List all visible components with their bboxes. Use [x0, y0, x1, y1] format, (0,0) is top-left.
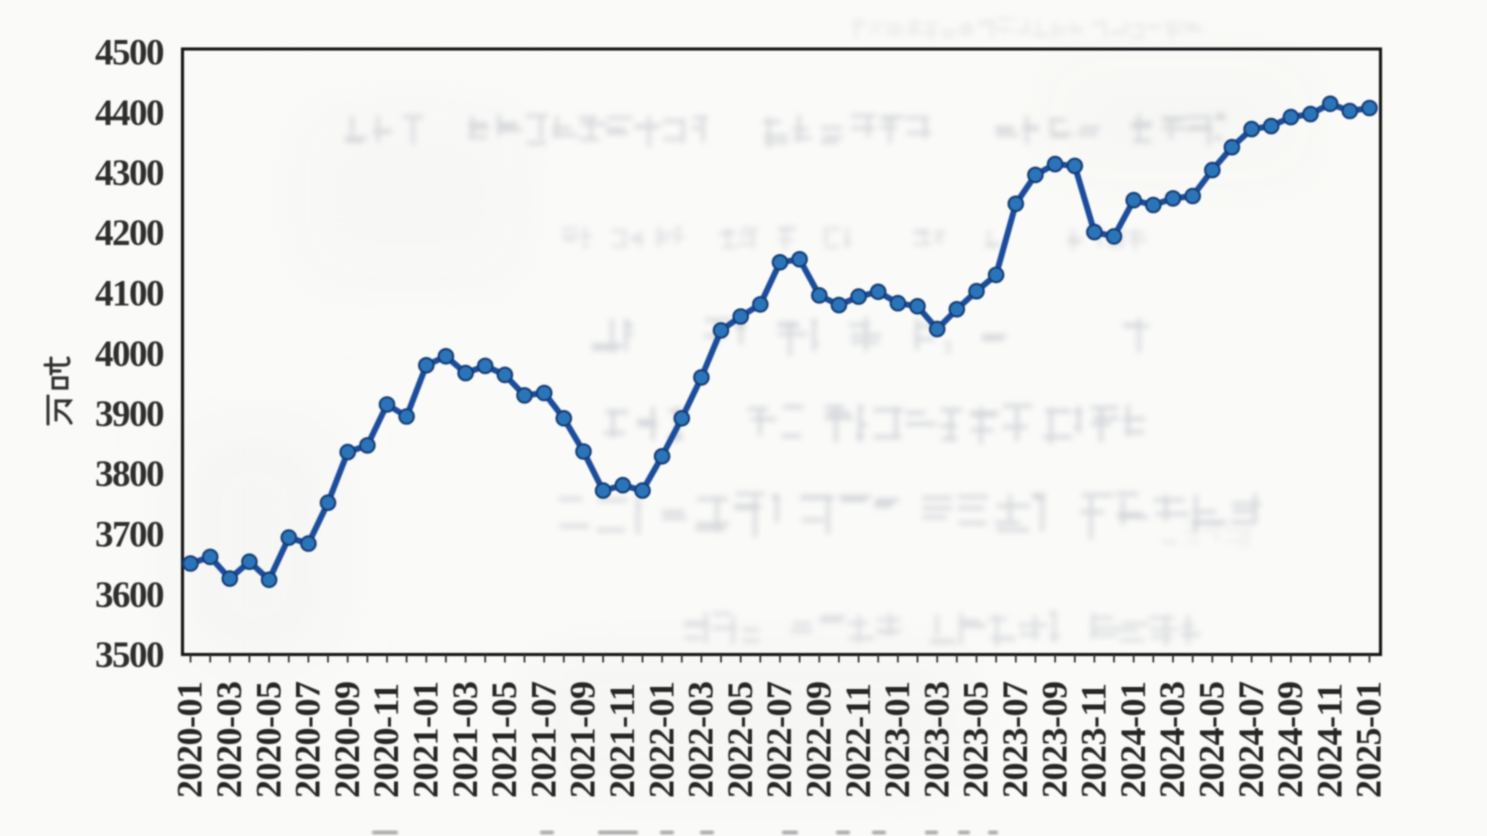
- svg-text:4300: 4300: [95, 153, 164, 194]
- svg-text:2022-11: 2022-11: [838, 683, 878, 798]
- svg-text:2020-01: 2020-01: [170, 682, 210, 799]
- svg-text:2022-09: 2022-09: [799, 682, 839, 799]
- svg-text:2020-03: 2020-03: [209, 682, 249, 799]
- svg-text:3900: 3900: [95, 394, 164, 435]
- svg-text:2024-01: 2024-01: [1113, 682, 1153, 799]
- svg-text:2024-11: 2024-11: [1309, 683, 1349, 798]
- svg-text:4100: 4100: [95, 274, 164, 315]
- svg-text:3800: 3800: [95, 454, 164, 495]
- svg-text:2020-05: 2020-05: [248, 682, 288, 799]
- svg-text:2023-03: 2023-03: [916, 682, 956, 799]
- svg-text:2020-11: 2020-11: [366, 683, 406, 798]
- svg-text:2021-09: 2021-09: [563, 682, 603, 799]
- svg-text:2023-07: 2023-07: [995, 681, 1035, 798]
- svg-text:4200: 4200: [95, 213, 164, 254]
- svg-text:2023-09: 2023-09: [1034, 682, 1074, 799]
- svg-text:4000: 4000: [95, 334, 164, 375]
- svg-text:2021-03: 2021-03: [445, 682, 485, 799]
- svg-text:4400: 4400: [95, 93, 164, 134]
- svg-text:2024-07: 2024-07: [1231, 681, 1271, 798]
- svg-text:4500: 4500: [95, 33, 164, 74]
- svg-text:2021-05: 2021-05: [484, 682, 524, 799]
- svg-text:2024-05: 2024-05: [1192, 682, 1232, 799]
- svg-text:2020-09: 2020-09: [327, 682, 367, 799]
- svg-text:2022-01: 2022-01: [641, 682, 681, 799]
- svg-text:2023-05: 2023-05: [956, 682, 996, 799]
- svg-text:2024-09: 2024-09: [1270, 682, 1310, 799]
- svg-text:2021-07: 2021-07: [523, 681, 563, 798]
- svg-text:2021-11: 2021-11: [602, 683, 642, 798]
- svg-text:2022-05: 2022-05: [720, 682, 760, 799]
- svg-text:3600: 3600: [95, 575, 164, 616]
- svg-text:2023-11: 2023-11: [1074, 683, 1114, 798]
- svg-text:3700: 3700: [95, 515, 164, 556]
- svg-text:2020-07: 2020-07: [288, 681, 328, 798]
- svg-text:2024-03: 2024-03: [1152, 682, 1192, 799]
- svg-text:2022-07: 2022-07: [759, 681, 799, 798]
- svg-text:3500: 3500: [95, 635, 164, 676]
- svg-text:2022-03: 2022-03: [681, 682, 721, 799]
- svg-text:2025-01: 2025-01: [1349, 682, 1389, 799]
- svg-text:2023-01: 2023-01: [877, 682, 917, 799]
- svg-text:2021-01: 2021-01: [406, 682, 446, 799]
